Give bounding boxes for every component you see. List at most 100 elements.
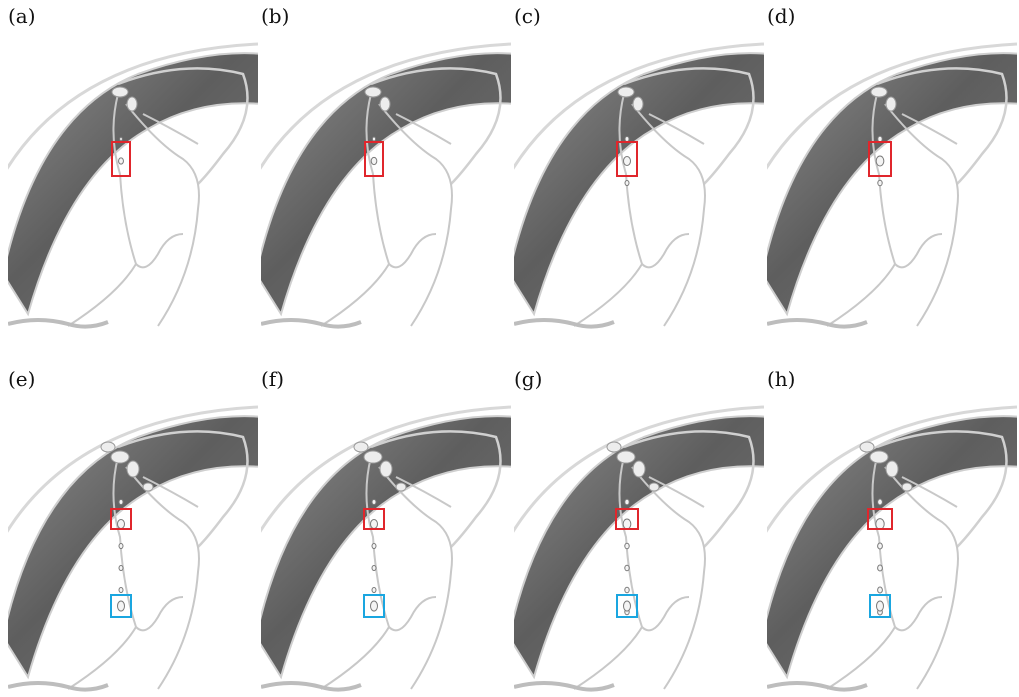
panel-label: (h): [767, 367, 796, 391]
filament: [142, 113, 199, 145]
droplet: [624, 542, 630, 550]
droplet: [876, 600, 884, 612]
splash-blob: [606, 441, 622, 453]
liquid-band: [767, 415, 1017, 680]
splash-blob: [100, 441, 116, 453]
splash-blob: [632, 96, 644, 112]
droplets: [364, 86, 391, 166]
droplets: [859, 441, 913, 616]
filaments: [67, 456, 200, 690]
filament: [648, 476, 705, 508]
droplet: [117, 519, 125, 529]
droplet: [622, 518, 632, 530]
outer-rim: [514, 42, 764, 170]
filament: [378, 466, 453, 690]
thin-ring: [623, 430, 755, 548]
splash-blob: [126, 460, 140, 478]
droplet: [624, 180, 630, 186]
droplets: [870, 86, 897, 187]
simulation-render: [767, 42, 1017, 329]
filament: [641, 596, 690, 632]
liquid-band: [514, 52, 764, 317]
droplet: [371, 499, 377, 505]
simulation-panel: (g): [514, 367, 764, 697]
filament: [573, 456, 644, 690]
simulation-render: [261, 42, 511, 329]
droplets: [353, 441, 407, 612]
splash-blob: [859, 441, 875, 453]
droplet: [624, 498, 630, 506]
droplet: [623, 156, 631, 166]
liquid-band: [8, 52, 258, 317]
panel-label: (a): [8, 4, 36, 28]
splash-blob: [111, 86, 129, 98]
liquid-band: [261, 415, 511, 680]
filament: [648, 113, 705, 145]
thin-ring: [370, 67, 502, 185]
filament: [395, 113, 452, 145]
filament: [901, 476, 958, 508]
panel-label: (d): [767, 4, 796, 28]
filament: [135, 233, 184, 269]
simulation-panel: (a): [8, 4, 258, 334]
droplet: [877, 498, 883, 506]
filament: [573, 93, 644, 327]
outer-rim: [767, 405, 1017, 533]
liquid-band: [514, 415, 764, 680]
red-highlight-box: [363, 508, 385, 530]
outer-rim: [8, 405, 258, 533]
simulation-panel: (e): [8, 367, 258, 697]
filament: [641, 233, 690, 269]
splash-blob: [616, 450, 636, 464]
bottom-debris: [8, 318, 109, 329]
outer-rim: [261, 405, 511, 533]
droplet: [117, 600, 125, 612]
simulation-render: [514, 405, 764, 692]
filament: [884, 466, 959, 690]
droplet: [371, 565, 377, 571]
filament: [320, 93, 391, 327]
filament: [631, 466, 706, 690]
droplet: [875, 155, 885, 167]
thin-ring: [623, 67, 755, 185]
splash-blob: [648, 482, 660, 492]
filament: [142, 476, 199, 508]
simulation-render: [767, 405, 1017, 692]
splash-blob: [617, 86, 635, 98]
filament: [125, 103, 200, 327]
outer-rim: [8, 42, 258, 170]
droplet: [371, 136, 377, 142]
droplet: [877, 542, 883, 550]
droplet: [877, 564, 883, 572]
droplet: [624, 136, 630, 142]
droplets: [617, 86, 644, 186]
droplet: [624, 564, 630, 572]
filament: [135, 596, 184, 632]
liquid-band: [767, 52, 1017, 317]
filament: [884, 103, 959, 327]
thin-ring: [117, 67, 249, 185]
outer-rim: [767, 42, 1017, 170]
splash-blob: [869, 450, 889, 464]
filament: [826, 93, 897, 327]
droplet: [877, 135, 883, 143]
simulation-render: [8, 42, 258, 329]
splash-blob: [110, 450, 130, 464]
bottom-debris: [767, 681, 868, 692]
filament: [894, 596, 943, 632]
blue-highlight-box: [363, 594, 385, 618]
filament: [320, 456, 391, 690]
droplet: [877, 179, 883, 187]
droplet: [118, 587, 124, 593]
splash-blob: [395, 482, 407, 492]
bottom-debris: [261, 318, 362, 329]
droplet: [370, 156, 378, 166]
filament: [378, 103, 453, 327]
splash-blob: [363, 450, 383, 464]
splash-blob: [885, 460, 899, 478]
bottom-debris: [514, 318, 615, 329]
filaments: [826, 456, 959, 690]
blue-highlight-box: [869, 594, 891, 618]
blue-highlight-box: [616, 594, 638, 618]
droplet: [370, 600, 378, 612]
